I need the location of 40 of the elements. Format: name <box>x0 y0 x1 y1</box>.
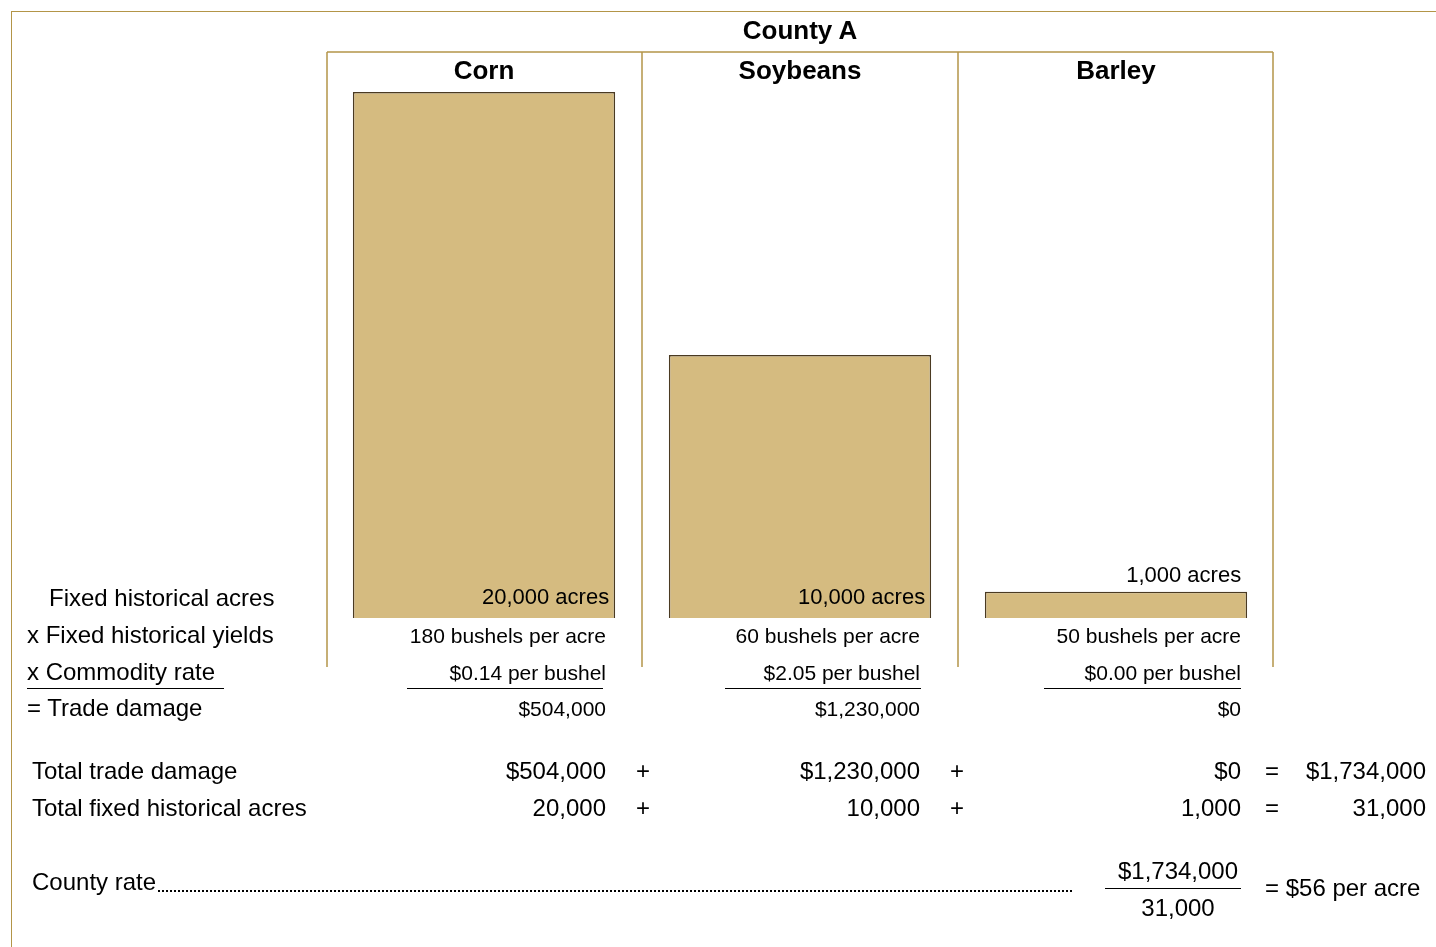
text: County rate <box>32 868 157 895</box>
x-tick-label: Barley <box>1076 55 1157 86</box>
text: 31,000 <box>1352 794 1426 821</box>
text: = $56 per acre <box>1265 874 1421 901</box>
chart-title: County A <box>742 15 858 46</box>
text: $0.14 per bushel <box>449 660 606 684</box>
text: 50 bushels per acre <box>1056 623 1241 647</box>
data-label: 1,000 acres <box>1126 561 1242 587</box>
data-label: 20,000 acres <box>481 584 610 610</box>
text: $504,000 <box>505 757 606 784</box>
text: = <box>1264 757 1280 784</box>
text: Fixed historical acres <box>49 584 275 611</box>
text: $504,000 <box>518 696 606 720</box>
text: $0.00 per bushel <box>1084 660 1241 684</box>
text: $1,230,000 <box>799 757 920 784</box>
text: Total fixed historical acres <box>32 794 307 821</box>
x-tick-label: Soybeans <box>738 55 862 86</box>
text: $0 <box>1214 757 1241 784</box>
text: + <box>635 757 651 784</box>
text: 20,000 <box>532 794 606 821</box>
text: = Trade damage <box>27 694 203 721</box>
text: $2.05 per bushel <box>763 660 920 684</box>
text: + <box>949 794 965 821</box>
text: 31,000 <box>1141 894 1215 921</box>
text: = <box>1264 794 1280 821</box>
text: x Commodity rate <box>27 658 216 685</box>
text: 60 bushels per acre <box>735 623 920 647</box>
data-label: 10,000 acres <box>797 584 926 610</box>
text: + <box>949 757 965 784</box>
text: 10,000 <box>846 794 920 821</box>
text: 1,000 <box>1180 794 1241 821</box>
text: x Fixed historical yields <box>27 621 274 648</box>
text: + <box>635 794 651 821</box>
text: $0 <box>1217 696 1241 720</box>
text: 180 bushels per acre <box>409 623 606 647</box>
text: Total trade damage <box>32 757 238 784</box>
text: $1,734,000 <box>1305 757 1426 784</box>
x-tick-label: Corn <box>453 55 515 86</box>
text: $1,734,000 <box>1117 857 1239 884</box>
text: $1,230,000 <box>814 696 920 720</box>
